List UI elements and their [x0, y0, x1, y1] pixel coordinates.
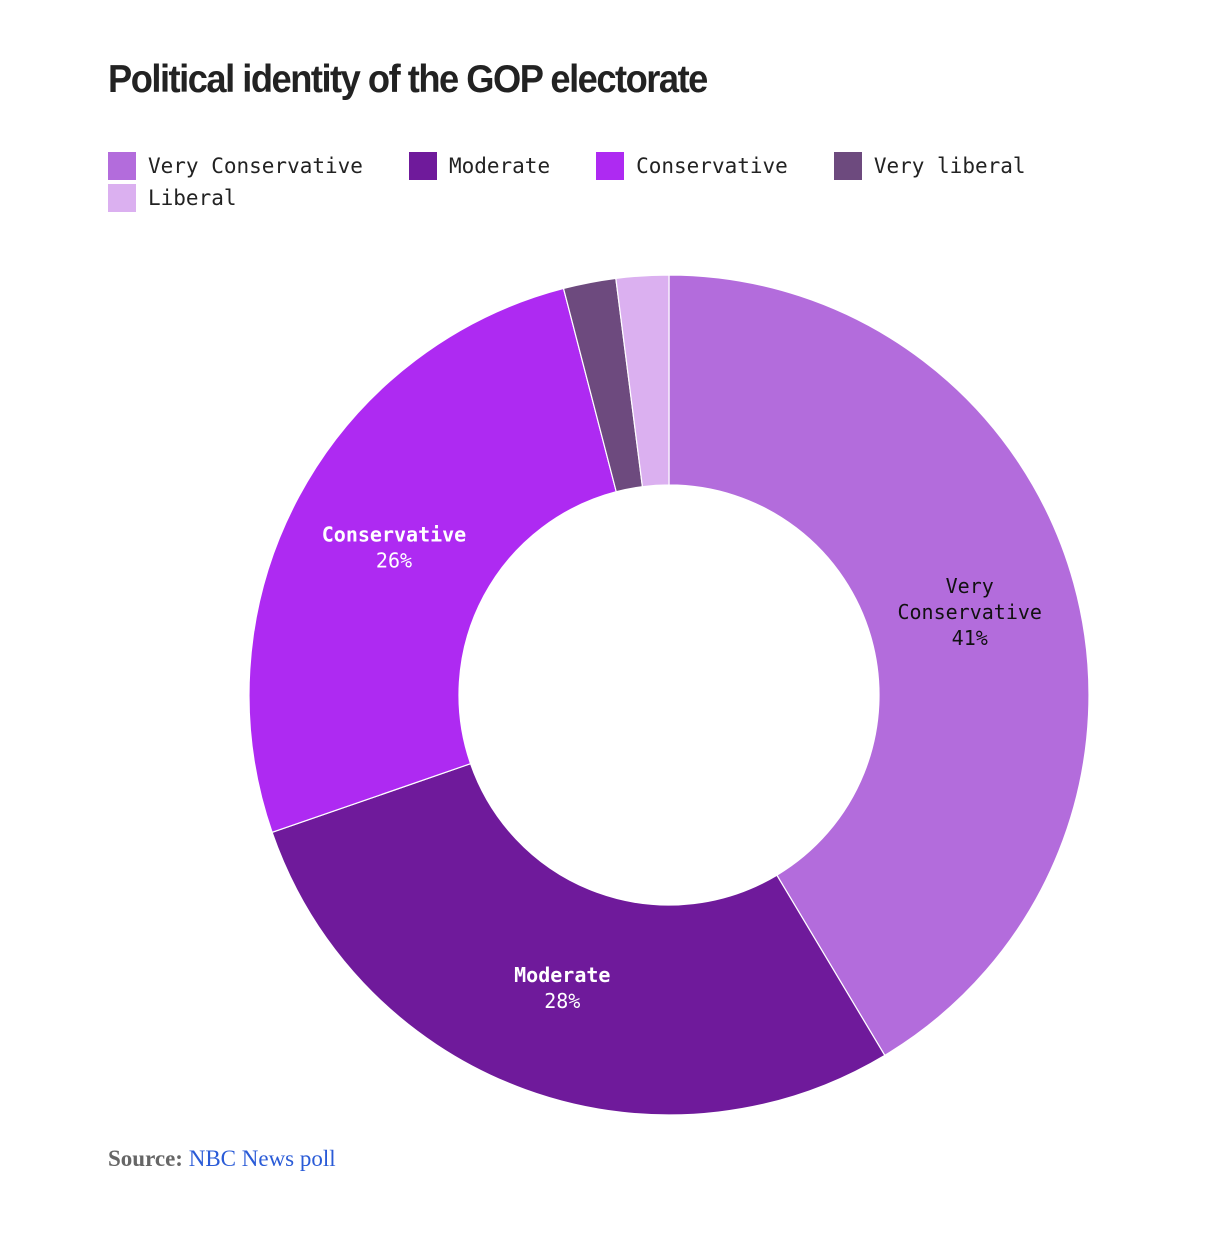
slice-label-very-conservative: Very Conservative 41%	[897, 574, 1042, 650]
legend-swatch	[408, 152, 437, 180]
slice-name-label: Very	[946, 574, 994, 598]
legend-item-very-liberal[interactable]: Very liberal	[833, 152, 1026, 180]
legend-label: Very liberal	[873, 154, 1026, 178]
chart-legend: Very Conservative Moderate Conservative …	[108, 152, 1108, 212]
slice-label-conservative: Conservative 26%	[322, 523, 467, 573]
legend-swatch	[108, 184, 136, 212]
source-link[interactable]: NBC News poll	[188, 1146, 336, 1171]
legend-item-liberal[interactable]: Liberal	[108, 184, 237, 212]
legend-label: Very Conservative	[148, 154, 363, 178]
slice-conservative[interactable]	[248, 287, 617, 834]
legend-item-moderate[interactable]: Moderate	[408, 152, 551, 180]
slice-liberal[interactable]	[615, 274, 670, 488]
slice-value-label: 41%	[952, 626, 988, 650]
legend-label: Liberal	[148, 186, 237, 210]
slice-very-conservative[interactable]	[668, 274, 1090, 1057]
legend-swatch	[108, 152, 136, 180]
legend-swatch	[833, 152, 862, 180]
slice-name-label: Conservative	[897, 600, 1042, 624]
slice-name-label: Moderate	[514, 963, 610, 987]
legend-label: Conservative	[636, 154, 788, 178]
source-label: Source:	[108, 1146, 183, 1171]
slice-moderate[interactable]	[271, 762, 886, 1116]
chart-title: Political identity of the GOP electorate	[108, 58, 708, 101]
legend-item-very-conservative[interactable]: Very Conservative	[108, 152, 363, 180]
slice-name-label: Conservative	[322, 523, 467, 547]
legend-label: Moderate	[448, 154, 551, 178]
legend-item-conservative[interactable]: Conservative	[596, 152, 788, 180]
source-line: Source: NBC News poll	[108, 1146, 336, 1172]
slice-value-label: 28%	[544, 989, 580, 1013]
legend-swatch	[596, 152, 625, 180]
slice-value-label: 26%	[376, 549, 412, 573]
slice-label-moderate: Moderate 28%	[514, 963, 610, 1013]
